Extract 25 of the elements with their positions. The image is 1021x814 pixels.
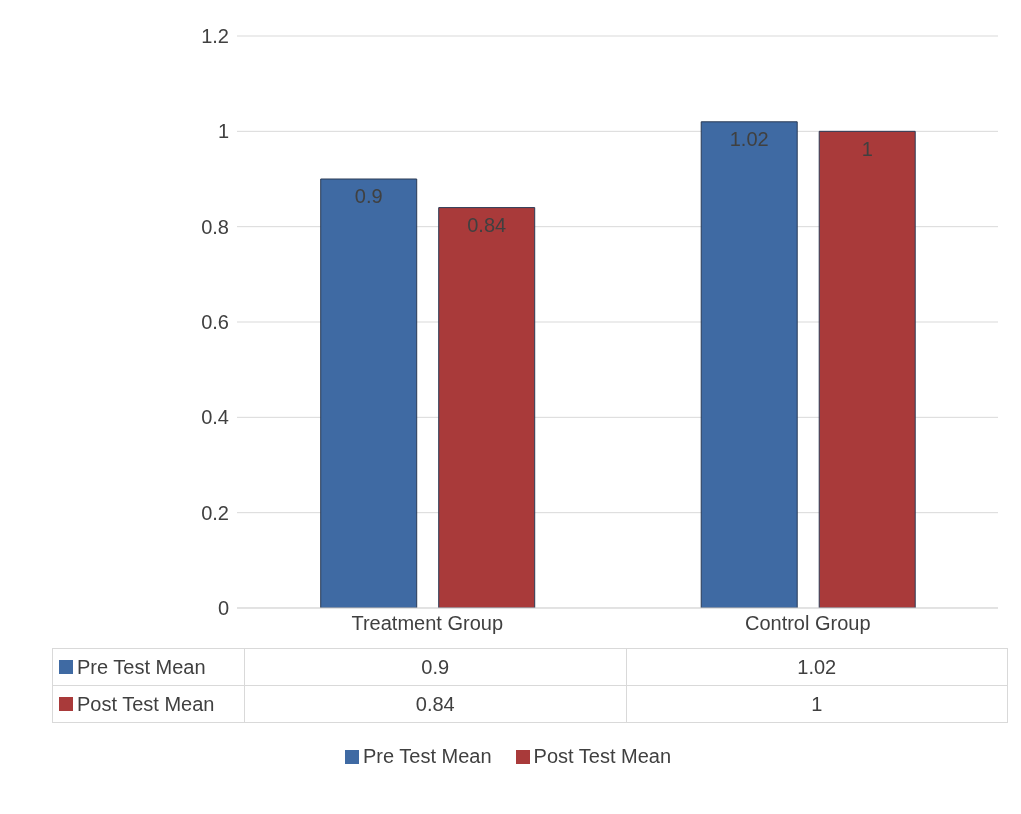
y-tick-label: 0.8 (201, 215, 229, 238)
bar (320, 178, 418, 608)
y-tick-label: 1 (217, 120, 229, 143)
annotation: 0.84 (467, 213, 507, 236)
bar (438, 207, 536, 608)
annotation: 1 (861, 137, 873, 160)
legend-label: Pre Test Mean (52, 648, 245, 686)
data-label: 0.84 (244, 685, 626, 723)
annotation: 0.9 (354, 185, 383, 208)
x-tick-label: Control Group (744, 612, 871, 635)
data-label: 1.02 (626, 648, 1008, 686)
y-tick-label: 0 (217, 597, 229, 620)
data-label: 1 (626, 685, 1008, 723)
y-tick-label: 1.2 (201, 25, 229, 48)
y-tick-label: 0.4 (201, 406, 229, 429)
legend-label: Post Test Mean (533, 745, 672, 768)
bar (818, 130, 916, 608)
y-tick-label: 0.2 (201, 501, 229, 524)
data-label: 0.9 (244, 648, 626, 686)
bar (700, 121, 798, 608)
text: Post Test Mean (77, 692, 215, 715)
y-tick-label: 0.6 (201, 311, 229, 334)
x-tick-label: Treatment Group (351, 612, 504, 635)
annotation: 1.02 (729, 128, 769, 150)
text: Pre Test Mean (362, 745, 492, 767)
